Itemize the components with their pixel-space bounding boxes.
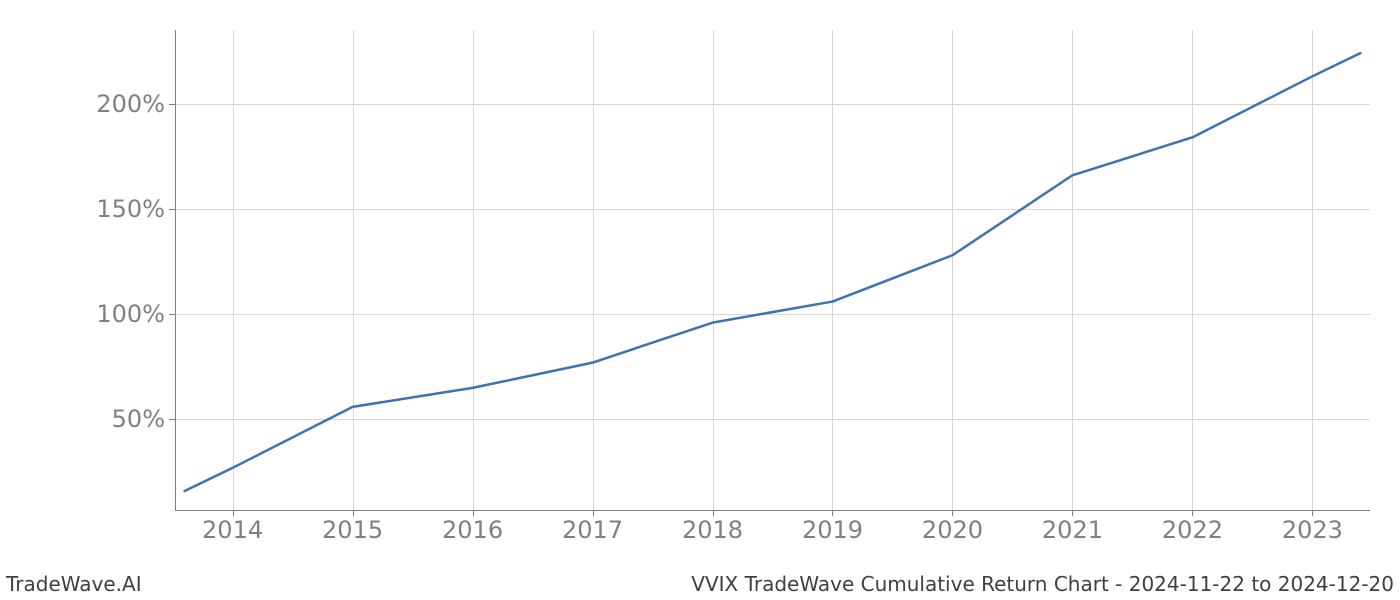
footer-brand-label: TradeWave.AI bbox=[6, 572, 142, 596]
series-line bbox=[185, 53, 1361, 491]
footer-caption: VVIX TradeWave Cumulative Return Chart -… bbox=[691, 572, 1394, 596]
chart-svg bbox=[0, 0, 1400, 600]
